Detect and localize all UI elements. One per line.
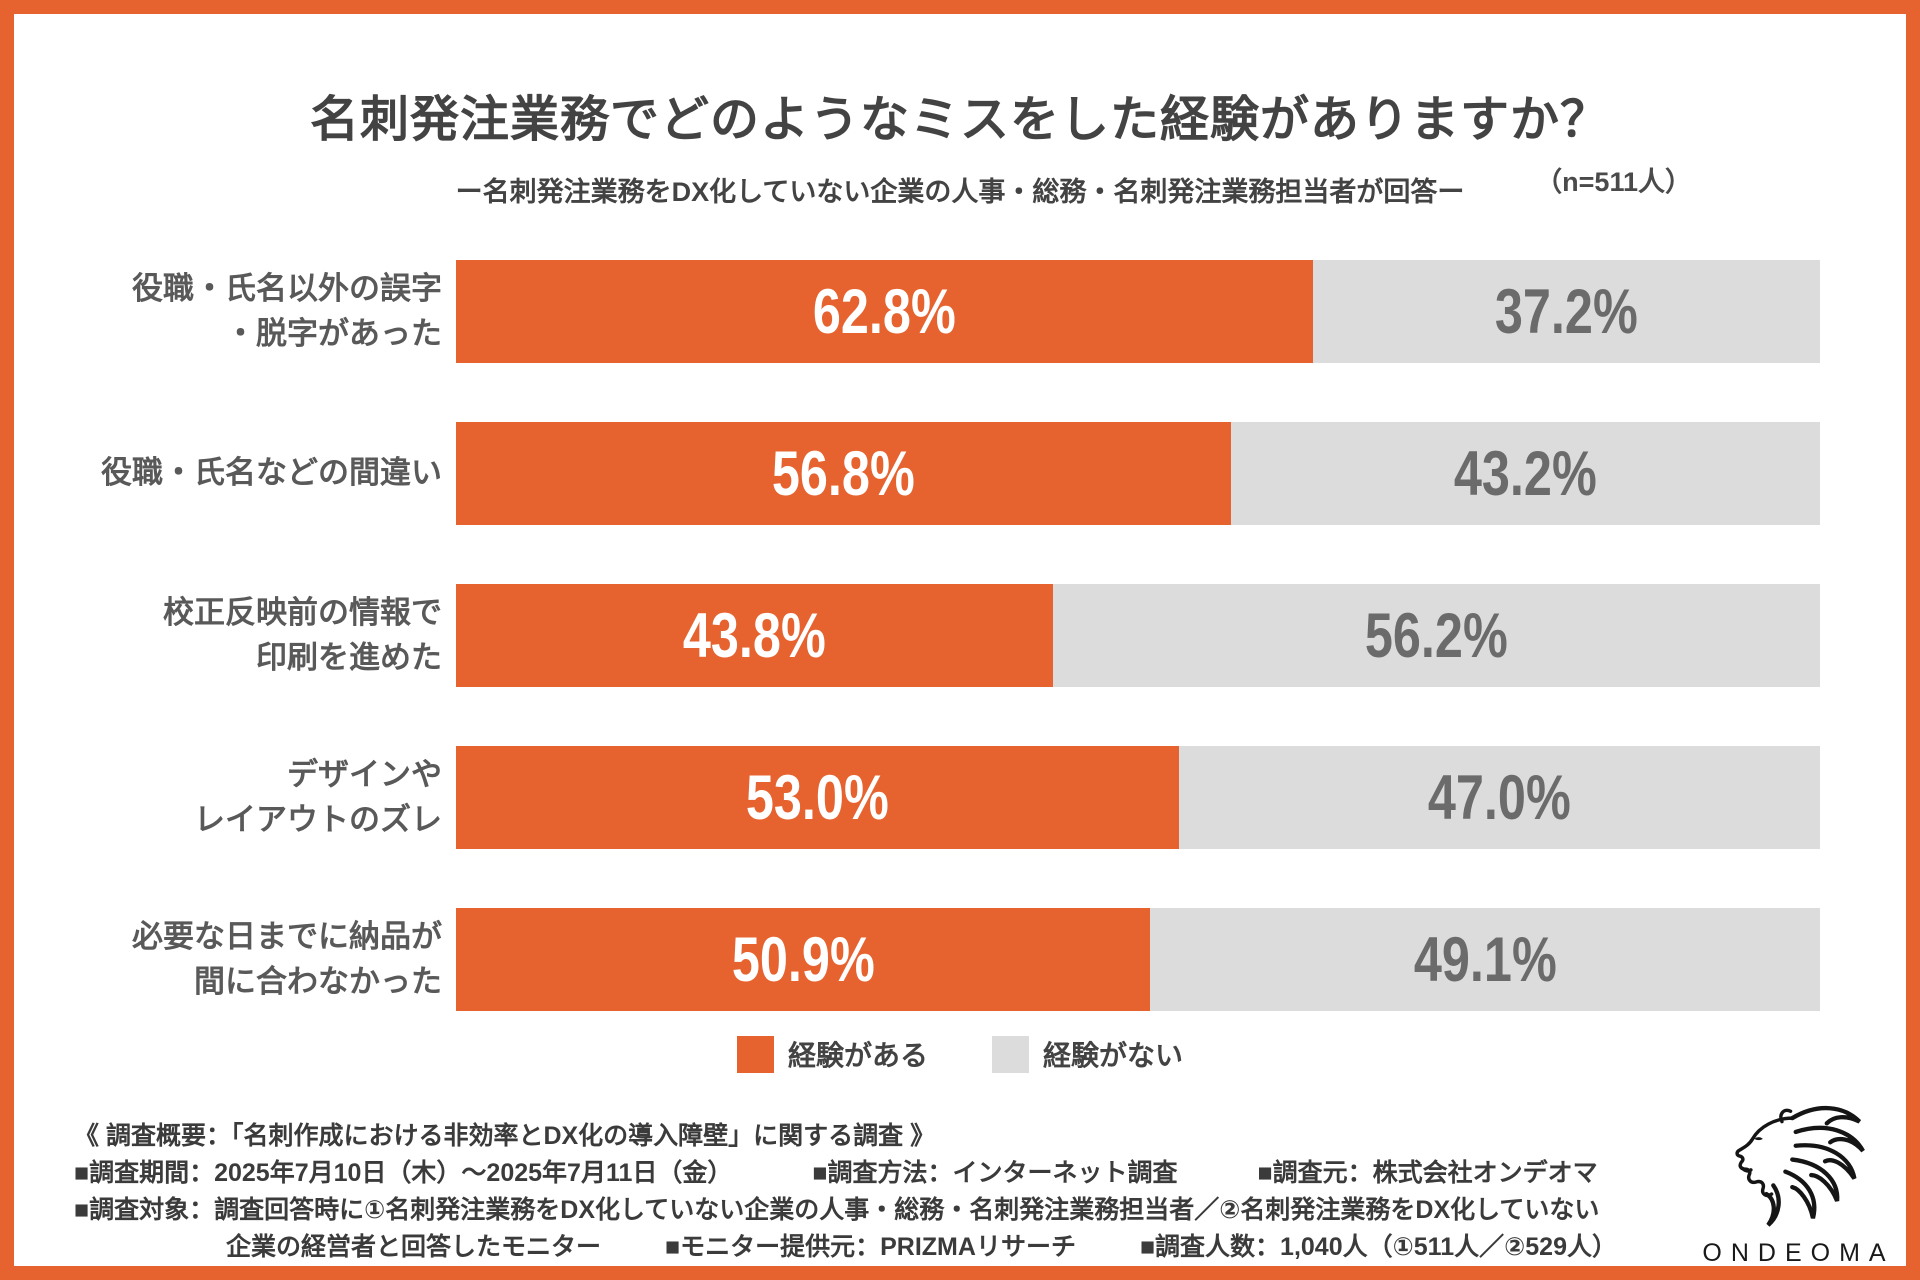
bar-track: 50.9% 49.1% [456, 908, 1820, 1011]
bar-segment-no: 37.2% [1312, 260, 1820, 363]
legend-item-yes: 経験がある [736, 1034, 928, 1074]
bar-chart: 役職・氏名以外の誤字 ・脱字があった 62.8% 37.2% 役職・氏名などの間… [14, 260, 1820, 1070]
legend-swatch-gray [992, 1035, 1029, 1073]
bar-value: 37.2% [1494, 276, 1638, 347]
category-label: 校正反映前の情報で 印刷を進めた [163, 594, 442, 675]
legend-label: 経験がない [1043, 1040, 1184, 1071]
bar-value: 43.8% [683, 600, 827, 671]
lion-icon [1735, 1105, 1865, 1227]
bar-track: 62.8% 37.2% [456, 260, 1820, 363]
bar-segment-yes: 62.8% [456, 260, 1313, 363]
legend-label: 経験がある [787, 1040, 928, 1071]
survey-target-cont: 企業の経営者と回答したモニター [226, 1233, 602, 1261]
bar-segment-yes: 43.8% [456, 584, 1054, 687]
bar-value: 43.2% [1453, 438, 1597, 509]
bar-value: 56.2% [1365, 600, 1509, 671]
legend-swatch-orange [736, 1035, 774, 1073]
bar-segment-no: 47.0% [1178, 746, 1820, 849]
survey-overview: 《 調査概要：「名刺作成における非効率とDX化の導入障壁」に関する調査 》 ■調… [74, 1122, 1617, 1270]
survey-target-line: ■調査対象：調査回答時に①名刺発注業務をDX化していない企業の人事・総務・名刺発… [74, 1196, 1600, 1224]
category-label: 役職・氏名などの間違い [101, 455, 442, 491]
bar-value: 56.8% [771, 438, 915, 509]
chart-row: 校正反映前の情報で 印刷を進めた 43.8% 56.2% [14, 584, 1820, 687]
bar-track: 56.8% 43.2% [456, 422, 1820, 525]
chart-subtitle: ー名刺発注業務をDX化していない企業の人事・総務・名刺発注業務担当者が回答ー [455, 177, 1465, 207]
bar-segment-no: 43.2% [1230, 422, 1820, 525]
legend: 経験がある 経験がない [0, 1034, 1920, 1074]
chart-row: 必要な日までに納品が 間に合わなかった 50.9% 49.1% [14, 908, 1820, 1011]
bar-value: 62.8% [812, 276, 956, 347]
survey-period: ■調査期間：2025年7月10日（木）～2025年7月11日（金） [74, 1159, 733, 1187]
survey-source: ■調査元：株式会社オンデオマ [1257, 1159, 1598, 1187]
chart-title: 名刺発注業務でどのようなミスをした経験がありますか？ [309, 93, 1610, 147]
survey-monitor-source: ■モニター提供元：PRIZMAリサーチ [665, 1233, 1076, 1261]
bar-value: 50.9% [731, 924, 875, 995]
chart-row: 役職・氏名以外の誤字 ・脱字があった 62.8% 37.2% [14, 260, 1820, 363]
survey-method: ■調査方法：インターネット調査 [812, 1159, 1178, 1187]
bar-track: 53.0% 47.0% [456, 746, 1820, 849]
sample-size: （n=511人） [1535, 167, 1692, 197]
bar-segment-no: 49.1% [1150, 908, 1820, 1011]
company-logo: ONDEOMA [1684, 1094, 1904, 1268]
category-label: 役職・氏名以外の誤字 ・脱字があった [132, 270, 442, 351]
bar-track: 43.8% 56.2% [456, 584, 1820, 687]
survey-overview-title: 《 調査概要：「名刺作成における非効率とDX化の導入障壁」に関する調査 》 [74, 1122, 936, 1150]
survey-meta-line: ■調査期間：2025年7月10日（木）～2025年7月11日（金） ■調査方法：… [74, 1159, 1617, 1187]
bar-segment-no: 56.2% [1053, 584, 1820, 687]
category-label: 必要な日までに納品が 間に合わなかった [132, 918, 442, 999]
logo-wordmark: ONDEOMA [1702, 1239, 1895, 1267]
chart-row: 役職・氏名などの間違い 56.8% 43.2% [14, 422, 1820, 525]
bar-value: 49.1% [1413, 924, 1557, 995]
bar-segment-yes: 56.8% [456, 422, 1231, 525]
bar-segment-yes: 53.0% [456, 746, 1179, 849]
survey-meta-line2: 企業の経営者と回答したモニター ■モニター提供元：PRIZMAリサーチ ■調査人… [226, 1233, 1617, 1261]
survey-respondents: ■調査人数：1,040人（①511人／②529人） [1139, 1233, 1617, 1261]
bar-value: 47.0% [1427, 762, 1571, 833]
bar-segment-yes: 50.9% [456, 908, 1151, 1011]
category-label: デザインや レイアウトのズレ [194, 756, 442, 837]
chart-row: デザインや レイアウトのズレ 53.0% 47.0% [14, 746, 1820, 849]
legend-item-no: 経験がない [992, 1034, 1183, 1074]
bar-value: 53.0% [745, 762, 889, 833]
